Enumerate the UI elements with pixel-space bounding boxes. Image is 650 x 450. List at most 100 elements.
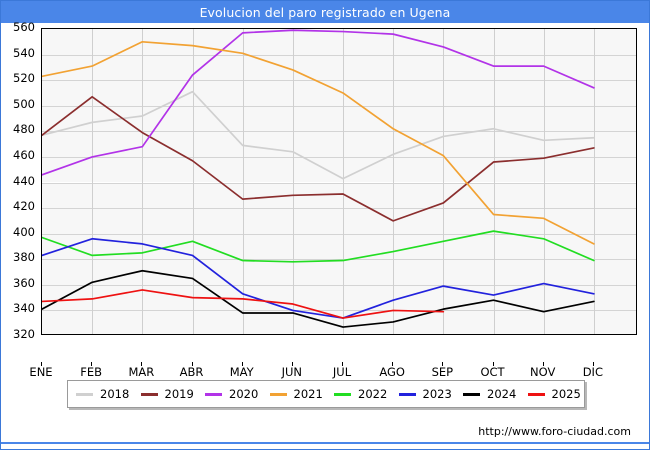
y-axis-tick-label: 500 [13,96,35,111]
legend-swatch-icon [76,392,93,396]
x-axis-tick-label: JUL [332,365,352,379]
x-axis-tick-label: ABR [179,365,204,379]
legend-item-2023[interactable]: 2023 [391,387,456,401]
x-axis-tick [442,362,443,366]
gridline-horizontal [42,183,636,184]
y-axis-tick-label: 460 [13,147,35,162]
x-axis-tick-label: AGO [379,365,405,379]
legend-label: 2022 [358,387,388,401]
series-line-2021 [42,40,595,245]
gridline-vertical [343,29,344,334]
series-line-2025 [42,289,445,319]
window-title-bar: Evolucion del paro registrado en Ugena [1,1,649,23]
footer-url: http://www.foro-ciudad.com [478,425,631,438]
plot-band [42,80,636,132]
x-axis-tick [493,362,494,366]
x-axis-tick [41,362,42,366]
y-axis-tick-label: 380 [13,250,35,265]
legend-swatch-icon [269,392,287,396]
y-axis-tick-label: 360 [13,275,35,290]
y-axis-tick-label: 400 [13,224,35,239]
x-axis-tick [543,362,544,366]
legend-label: 2021 [293,387,323,401]
legend-label: 2018 [100,387,130,401]
legend-swatch-icon [140,392,158,396]
plot-area-wrapper: 320 340 360 380 400 420 440 460 480 500 520 540 560 … [13,21,637,379]
series-line-2022 [42,230,595,263]
y-axis-tick-label: 320 [13,327,35,341]
gridline-vertical [443,29,444,334]
gridline-horizontal [42,285,636,286]
gridline-vertical [494,29,495,334]
y-axis-tick-label: 520 [13,71,35,86]
series-line-2020 [42,29,595,176]
x-axis-tick-label: MAY [229,365,254,379]
y-axis-tick-label: 540 [13,45,35,60]
gridline-horizontal [42,55,636,56]
x-axis-tick [593,362,594,366]
plot-area [41,28,637,335]
gridline-vertical [544,29,545,334]
gridline-horizontal [42,234,636,235]
gridline-vertical [92,29,93,334]
x-axis-tick-label: DIC [582,365,603,379]
legend-swatch-icon [398,392,416,396]
legend-item-2019[interactable]: 2019 [133,387,198,401]
series-line-2018 [42,90,595,180]
y-axis-tick-label: 440 [13,173,35,188]
legend-item-2020[interactable]: 2020 [197,387,262,401]
y-axis-tick-label: 480 [13,122,35,137]
x-axis-tick [292,362,293,366]
legend-swatch-icon [463,392,480,396]
legend-item-2018[interactable]: 2018 [68,387,133,401]
x-axis-tick [141,362,142,366]
legend-swatch-icon [205,392,222,396]
legend-swatch-icon [527,392,545,396]
y-axis-tick-label: 560 [13,20,35,34]
x-axis-tick [342,362,343,366]
gridline-horizontal [42,157,636,158]
gridline-horizontal [42,259,636,260]
legend-item-2021[interactable]: 2021 [262,387,327,401]
x-axis-tick [91,362,92,366]
legend-label: 2020 [229,387,259,401]
footer-rule [1,442,649,444]
x-axis-tick-label: OCT [480,365,505,379]
x-axis-tick-label: MAR [128,365,155,379]
gridline-vertical [193,29,194,334]
legend-item-2022[interactable]: 2022 [326,387,391,401]
legend-label: 2025 [551,387,581,401]
legend-label: 2024 [487,387,517,401]
page-title: Evolucion del paro registrado en Ugena [199,4,451,20]
gridline-vertical [293,29,294,334]
gridline-horizontal [42,310,636,311]
y-axis-tick-label: 340 [13,301,35,316]
plot-band [42,131,636,183]
legend-label: 2023 [422,387,452,401]
x-axis-tick [242,362,243,366]
plot-band [42,29,636,81]
series-line-2023 [42,237,595,319]
x-axis-tick [192,362,193,366]
x-axis-tick [392,362,393,366]
x-axis-tick-label: NOV [530,365,556,379]
x-axis-tick-label: FEB [80,365,103,379]
legend-item-2025[interactable]: 2025 [520,387,585,401]
gridline-vertical [594,29,595,334]
gridline-horizontal [42,106,636,107]
gridline-horizontal [42,131,636,132]
legend-item-2024[interactable]: 2024 [455,387,520,401]
y-axis-tick-label: 420 [13,199,35,214]
series-line-2024 [42,269,595,328]
x-axis-tick-label: ENE [29,365,53,379]
legend-label: 2019 [164,387,194,401]
legend-swatch-icon [334,392,351,396]
x-axis-tick-label: SEP [431,365,454,379]
series-lines [42,29,595,328]
gridline-horizontal [42,208,636,209]
chart-legend: 2018 2019 2020 2021 2022 2023 2024 2025 [67,380,585,408]
gridline-vertical [393,29,394,334]
series-line-2019 [42,95,595,222]
x-axis-tick-label: JUN [281,365,303,379]
